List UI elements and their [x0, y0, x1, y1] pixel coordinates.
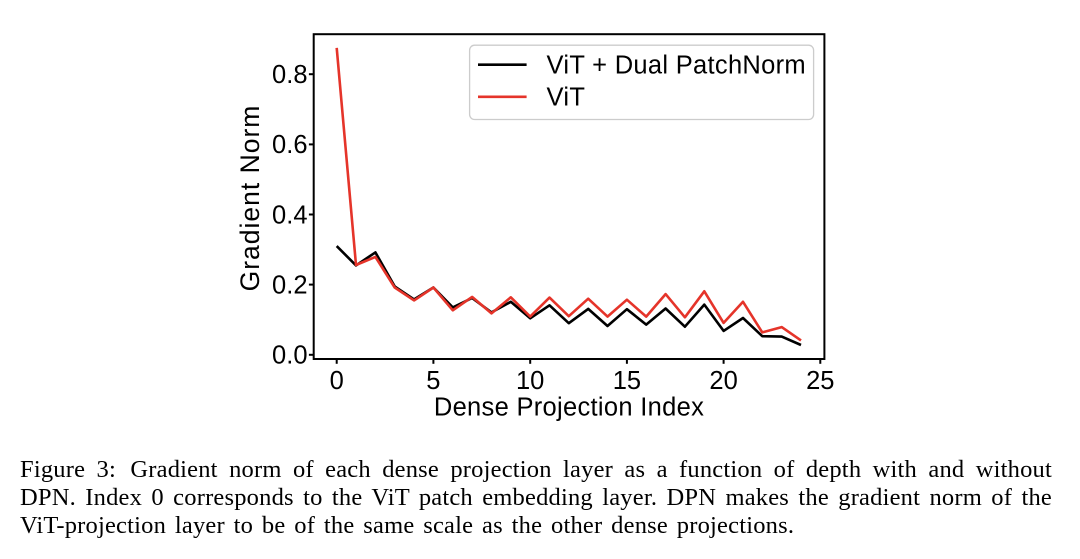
svg-text:0.6: 0.6 [272, 131, 307, 159]
svg-text:25: 25 [806, 367, 834, 395]
svg-text:10: 10 [516, 367, 544, 395]
svg-text:Gradient Norm: Gradient Norm [235, 105, 265, 292]
svg-text:ViT: ViT [547, 83, 586, 111]
svg-text:15: 15 [613, 367, 641, 395]
svg-text:0.2: 0.2 [272, 271, 307, 299]
svg-text:0.0: 0.0 [272, 342, 307, 370]
svg-text:0.8: 0.8 [272, 61, 307, 89]
svg-text:0.4: 0.4 [272, 201, 307, 229]
svg-text:ViT + Dual PatchNorm: ViT + Dual PatchNorm [547, 51, 806, 79]
svg-text:5: 5 [426, 367, 440, 395]
svg-text:20: 20 [709, 367, 737, 395]
svg-text:0: 0 [330, 367, 344, 395]
svg-text:Dense Projection Index: Dense Projection Index [434, 394, 704, 422]
